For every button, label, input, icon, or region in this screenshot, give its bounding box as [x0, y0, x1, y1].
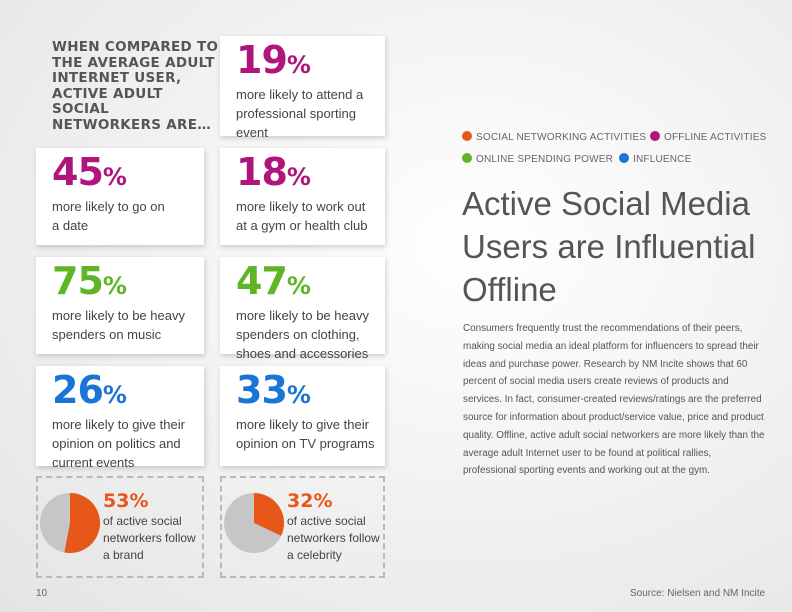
stat-value: 18: [236, 150, 288, 194]
legend-item-influence: INFLUENCE: [619, 153, 691, 165]
page-title: Active Social Media Users are Influentia…: [462, 185, 756, 308]
stat-card-gym: 18% more likely to work out at a gym or …: [220, 148, 385, 245]
legend-label: OFFLINE ACTIVITIES: [664, 132, 767, 143]
stat-card-clothing: 47% more likely to be heavy spenders on …: [220, 257, 385, 361]
stat-percent: 26%: [52, 370, 204, 415]
legend: SOCIAL NETWORKING ACTIVITIES OFFLINE ACT…: [462, 131, 782, 171]
stat-percent: 33%: [236, 370, 385, 415]
stat-value: 47: [236, 259, 288, 303]
stat-description: more likely to go on a date: [52, 199, 165, 233]
percent-symbol: %: [102, 163, 127, 191]
legend-item-online-spending: ONLINE SPENDING POWER: [462, 153, 613, 165]
stat-description: more likely to give their opinion on TV …: [236, 417, 375, 451]
stat-description: more likely to give their opinion on pol…: [52, 417, 185, 470]
legend-label: SOCIAL NETWORKING ACTIVITIES: [476, 132, 647, 143]
source-note: Source: Nielsen and NM Incite: [630, 588, 766, 599]
legend-dot: [462, 131, 472, 141]
stat-percent: 19%: [236, 40, 385, 85]
stat-card-tv: 33% more likely to give their opinion on…: [220, 366, 385, 466]
page-number: 10: [36, 588, 48, 599]
pie-chart-celebrity: [224, 493, 284, 553]
stat-description: more likely to attend a professional spo…: [236, 87, 364, 140]
legend-item-offline: OFFLINE ACTIVITIES: [650, 131, 767, 143]
percent-symbol: %: [286, 51, 311, 79]
legend-dot: [619, 153, 629, 163]
stat-value: 75: [52, 259, 104, 303]
stat-value: 26: [52, 368, 104, 412]
pie-value-celebrity: 32%: [287, 490, 333, 512]
pie-slice: [254, 493, 284, 536]
pie-box-celebrity: [220, 476, 385, 578]
percent-symbol: %: [286, 272, 311, 300]
legend-dot: [650, 131, 660, 141]
body-paragraph: Consumers frequently trust the recommend…: [463, 323, 765, 477]
stat-value: 45: [52, 150, 104, 194]
percent-symbol: %: [102, 381, 127, 409]
stat-description: more likely to be heavy spenders on musi…: [52, 308, 185, 342]
stat-percent: 45%: [52, 152, 204, 197]
percent-symbol: %: [102, 272, 127, 300]
percent-symbol: %: [286, 163, 311, 191]
stat-card-politics: 26% more likely to give their opinion on…: [36, 366, 204, 470]
pie-chart-brand: [40, 493, 100, 553]
stat-card-music: 75% more likely to be heavy spenders on …: [36, 257, 204, 354]
legend-dot: [462, 153, 472, 163]
stat-description: more likely to work out at a gym or heal…: [236, 199, 368, 233]
legend-label: ONLINE SPENDING POWER: [476, 154, 613, 165]
legend-label: INFLUENCE: [633, 154, 692, 165]
percent-symbol: %: [286, 381, 311, 409]
stat-value: 19: [236, 38, 288, 82]
legend-item-social: SOCIAL NETWORKING ACTIVITIES: [462, 131, 646, 143]
intro-heading: WHEN COMPARED TO THE AVERAGE ADULT INTER…: [52, 39, 219, 133]
stat-card-date: 45% more likely to go on a date: [36, 148, 204, 245]
stat-card-sporting-event: 19% more likely to attend a professional…: [220, 36, 385, 140]
pie-slice: [64, 493, 100, 553]
stat-value: 33: [236, 368, 288, 412]
stat-percent: 18%: [236, 152, 385, 197]
stat-percent: 47%: [236, 261, 385, 306]
pie-value-brand: 53%: [103, 490, 149, 512]
stat-percent: 75%: [52, 261, 204, 306]
pie-box-brand: [36, 476, 204, 578]
pie-description-brand: of active social networkers follow a bra…: [103, 514, 196, 562]
pie-description-celebrity: of active social networkers follow a cel…: [287, 514, 380, 562]
stat-description: more likely to be heavy spenders on clot…: [236, 308, 369, 361]
